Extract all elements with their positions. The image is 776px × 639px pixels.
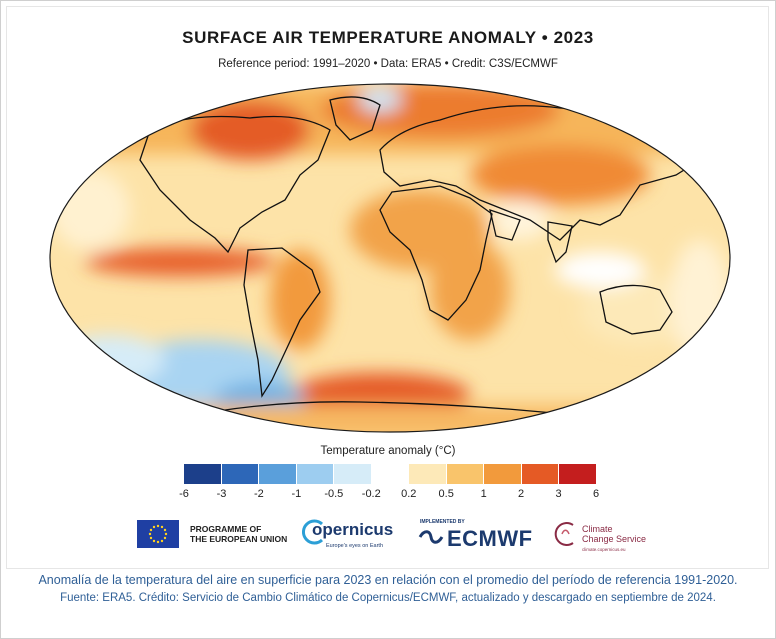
logo-strip: PROGRAMME OF THE EUROPEAN UNION opernicu… [0,514,776,558]
legend-title: Temperature anomaly (°C) [320,445,456,457]
legend-swatch [296,464,335,484]
map-subtitle: Reference period: 1991–2020 • Data: ERA5… [218,58,558,70]
eu-programme-text: PROGRAMME OF THE EUROPEAN UNION [190,524,287,544]
legend-tick-label: -2 [254,488,264,500]
map-title: SURFACE AIR TEMPERATURE ANOMALY • 2023 [182,28,594,47]
eu-line-1: PROGRAMME OF [190,524,262,534]
legend-colorbar [184,464,597,484]
legend-tick-label: -6 [179,488,189,500]
c3s-line-1: Climate [582,524,613,534]
legend-swatch [221,464,260,484]
legend-tick-label: 2 [518,488,525,500]
legend-tick-label: 0.5 [438,488,454,500]
legend-swatch [409,464,447,484]
copernicus-logo-icon [302,519,324,545]
c3s-line-2: Change Service [582,534,647,544]
legend-tick-label: -0.5 [324,488,344,500]
legend-swatch [484,464,522,484]
climate-change-service-icon [554,522,574,546]
c3s-logo-text: Climate Change Service [582,524,646,544]
legend-swatch [521,464,560,484]
ecmwf-logo-text: ECMWF [447,526,533,551]
copernicus-logo-text: opernicus [312,520,394,539]
eu-line-2: THE EUROPEAN UNION [190,534,288,544]
legend-swatch [184,464,222,484]
legend-swatch [259,464,297,484]
legend-tick-label: 3 [555,488,562,500]
caption-line-1: Anomalía de la temperatura del aire en s… [38,573,738,587]
legend-tick-label: -0.2 [361,488,381,500]
legend-swatch [334,464,372,484]
eu-flag-icon [137,520,179,548]
legend-tick-label: -3 [216,488,227,500]
legend-tick-label: 6 [592,488,600,500]
copernicus-tagline: Europe's eyes on Earth [326,543,384,549]
legend-tick-label: 0.2 [401,488,417,500]
c3s-url: climate.copernicus.eu [582,547,626,552]
legend-swatch [446,464,485,484]
legend-swatch [371,464,410,484]
anomaly-map [49,83,731,433]
ecmwf-swirl-icon [418,530,444,544]
ecmwf-implemented-text: IMPLEMENTED BY [420,519,465,525]
legend-swatch [559,464,597,484]
legend-tick-label: -1 [291,488,302,500]
legend-tick-label: 1 [480,488,487,500]
caption-line-2: Fuente: ERA5. Crédito: Servicio de Cambi… [60,592,716,604]
